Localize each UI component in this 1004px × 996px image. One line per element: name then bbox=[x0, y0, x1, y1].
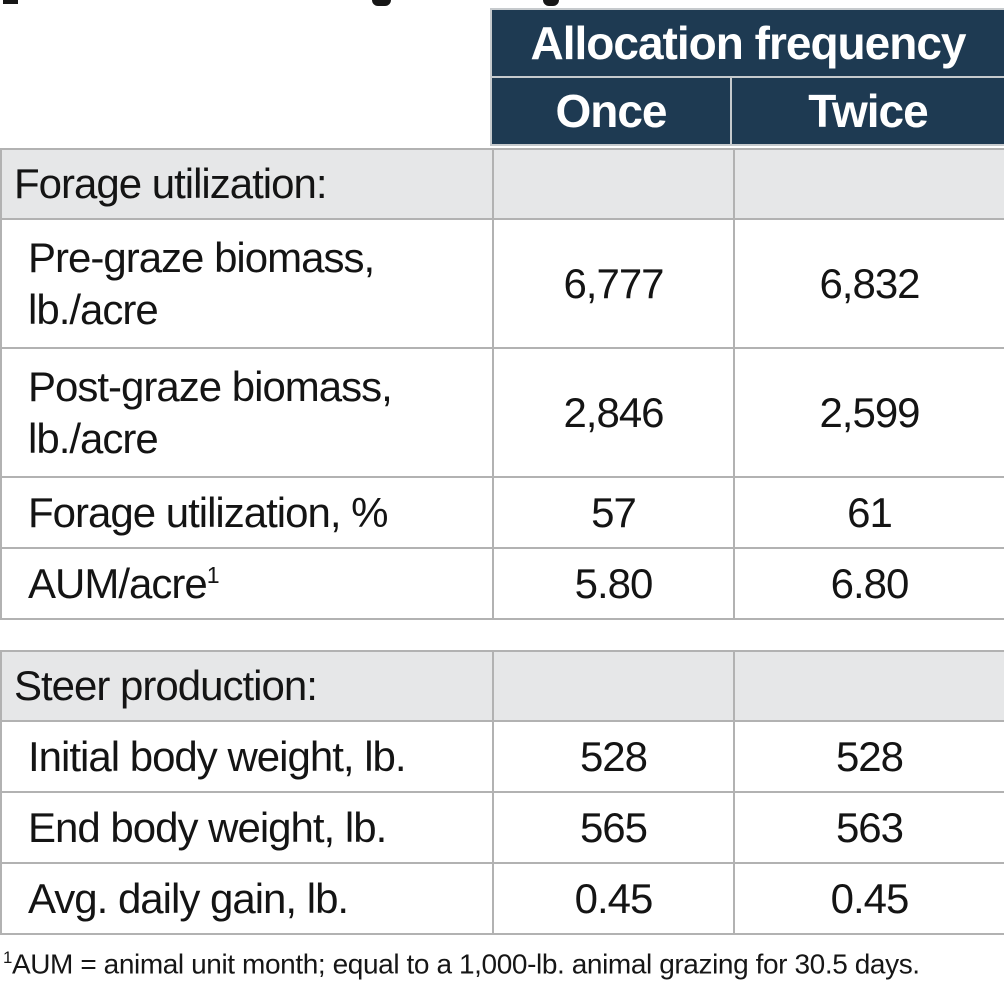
table-row: Forage utilization, % 57 61 bbox=[0, 476, 1004, 549]
table-row: Pre-graze biomass, lb./acre 6,777 6,832 bbox=[0, 218, 1004, 349]
section-row: Forage utilization: bbox=[0, 148, 1004, 220]
column-header-twice: Twice bbox=[730, 76, 1004, 146]
value-once: 2,846 bbox=[492, 347, 735, 478]
section-header-steer: Steer production: bbox=[0, 650, 494, 722]
header-title: Allocation frequency bbox=[490, 8, 1004, 78]
table-row: Initial body weight, lb. 528 528 bbox=[0, 720, 1004, 793]
section-header-forage: Forage utilization: bbox=[0, 148, 494, 220]
table-row: Avg. daily gain, lb. 0.45 0.45 bbox=[0, 862, 1004, 935]
table-row: End body weight, lb. 565 563 bbox=[0, 791, 1004, 864]
table-row: AUM/acre1 5.80 6.80 bbox=[0, 547, 1004, 620]
column-header-once: Once bbox=[490, 76, 732, 146]
value-once: 0.45 bbox=[492, 862, 735, 935]
value-twice: 528 bbox=[733, 720, 1004, 793]
value-once: 565 bbox=[492, 791, 735, 864]
value-twice: 61 bbox=[733, 476, 1004, 549]
value-twice: 2,599 bbox=[733, 347, 1004, 478]
row-label: End body weight, lb. bbox=[0, 791, 494, 864]
empty-cell bbox=[733, 148, 1004, 220]
value-once: 5.80 bbox=[492, 547, 735, 620]
footnote: 1AUM = animal unit month; equal to a 1,0… bbox=[3, 948, 920, 980]
footnote-text: AUM = animal unit month; equal to a 1,00… bbox=[11, 948, 920, 980]
section-row: Steer production: bbox=[0, 650, 1004, 722]
footnote-marker: 1 bbox=[206, 561, 220, 588]
forage-utilization-table: Forage utilization: Pre-graze biomass, l… bbox=[0, 148, 1004, 620]
row-label-text: AUM/acre bbox=[28, 559, 208, 607]
value-twice: 563 bbox=[733, 791, 1004, 864]
value-twice: 0.45 bbox=[733, 862, 1004, 935]
row-label: Avg. daily gain, lb. bbox=[0, 862, 494, 935]
cropped-title-remnant bbox=[372, 0, 391, 6]
empty-cell bbox=[492, 650, 735, 722]
cropped-title-remnant bbox=[543, 0, 559, 6]
empty-cell bbox=[492, 148, 735, 220]
row-label: Initial body weight, lb. bbox=[0, 720, 494, 793]
row-label: Post-graze biomass, lb./acre bbox=[0, 347, 494, 478]
row-label: AUM/acre1 bbox=[0, 547, 494, 620]
footnote-superscript: 1 bbox=[3, 948, 12, 967]
steer-production-table: Steer production: Initial body weight, l… bbox=[0, 650, 1004, 935]
value-twice: 6,832 bbox=[733, 218, 1004, 349]
cropped-title-remnant bbox=[3, 0, 18, 4]
empty-cell bbox=[733, 650, 1004, 722]
allocation-frequency-header: Allocation frequency Once Twice bbox=[490, 8, 1004, 146]
row-label: Pre-graze biomass, lb./acre bbox=[0, 218, 494, 349]
table-row: Post-graze biomass, lb./acre 2,846 2,599 bbox=[0, 347, 1004, 478]
row-label: Forage utilization, % bbox=[0, 476, 494, 549]
value-once: 6,777 bbox=[492, 218, 735, 349]
value-twice: 6.80 bbox=[733, 547, 1004, 620]
value-once: 528 bbox=[492, 720, 735, 793]
value-once: 57 bbox=[492, 476, 735, 549]
